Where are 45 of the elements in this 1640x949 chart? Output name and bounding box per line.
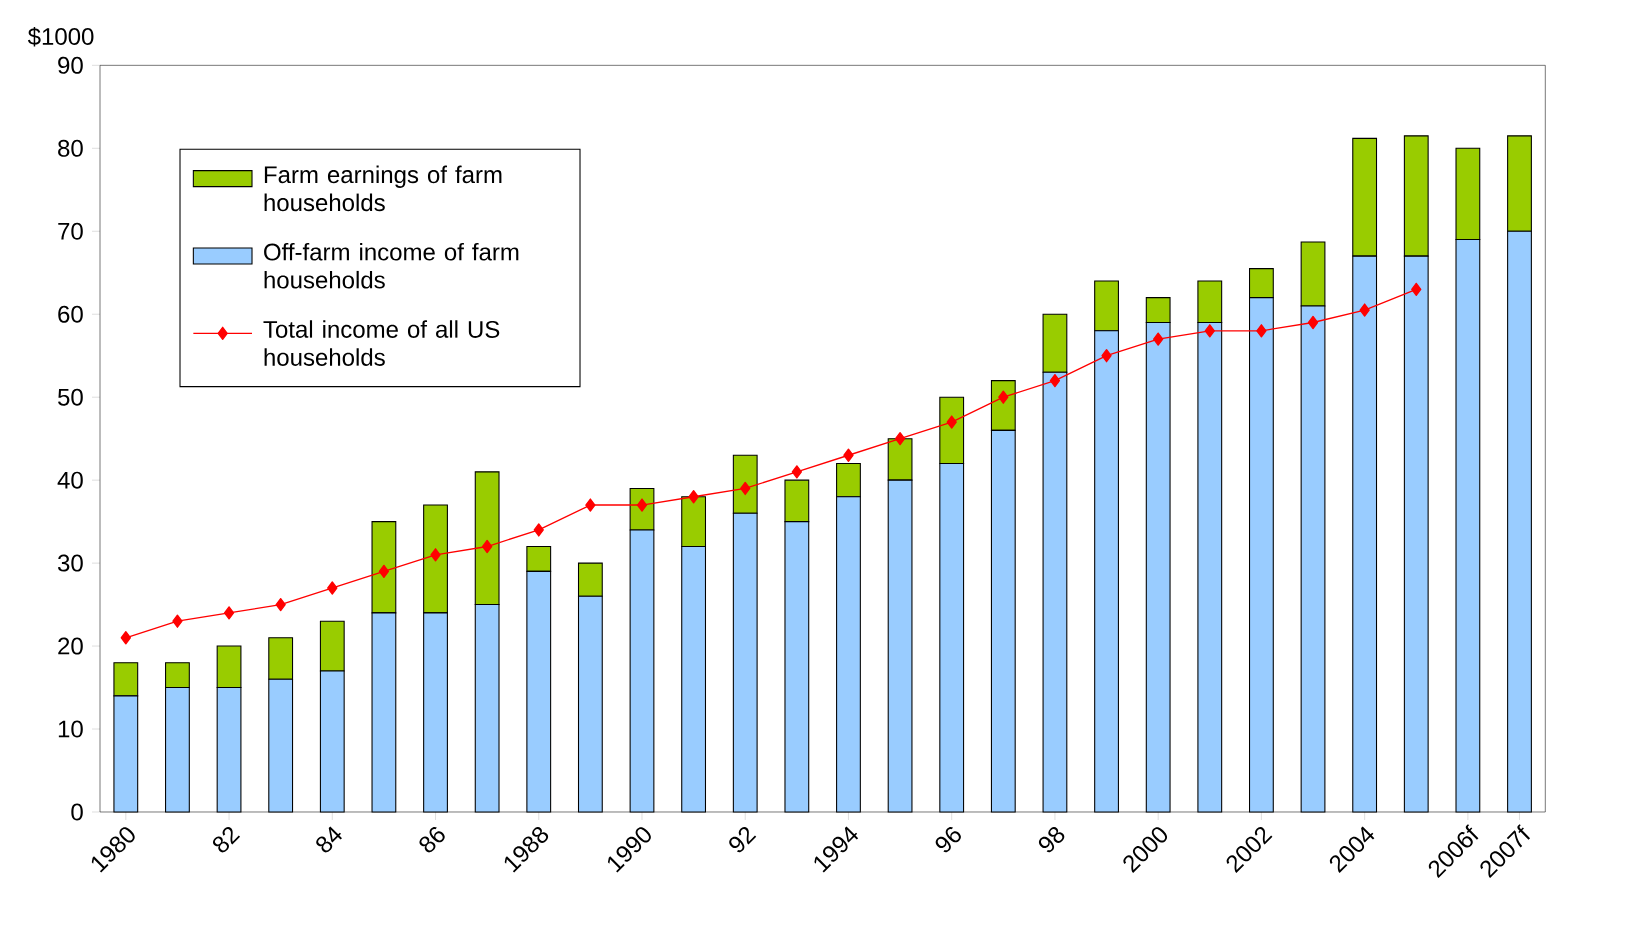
x-tick-label: 86 [419,826,445,853]
point [843,448,854,462]
point [120,630,131,645]
point [1307,315,1319,330]
point [1204,323,1215,338]
point [327,581,338,595]
y-tick-label: 0 [71,803,83,821]
point [740,481,751,495]
point [1359,303,1370,317]
point [791,465,803,479]
x-tick-label: 92 [729,826,757,853]
y-tick-label: 90 [58,56,83,74]
point [998,390,1009,404]
legend-label: Total income of all US households [263,320,500,366]
legend-label: Off-farm income of farm households [264,242,519,289]
point [533,523,544,537]
point [1411,282,1422,296]
point [1256,323,1267,338]
point [481,539,493,554]
point [430,547,441,562]
y-axis-title: $1000 [27,26,94,47]
x-tick-label: 96 [935,826,961,853]
point [894,431,906,446]
y-tick-label: 60 [58,305,83,323]
point [946,415,957,429]
x-tick-label: 98 [1038,826,1065,853]
y-tick-label: 50 [58,388,83,406]
point [585,498,596,512]
y-tick-label: 30 [57,554,83,572]
y-tick-label: 10 [58,720,83,738]
point [688,489,699,504]
point [223,606,235,620]
point [1049,373,1061,388]
y-tick-label: 20 [58,637,83,655]
x-tick-label: 84 [316,826,342,853]
legend-label: Farm earnings of farm households [264,165,502,212]
point [1101,348,1112,363]
y-tick-label: 40 [57,471,83,489]
point [1153,332,1164,346]
x-tick-label: 82 [212,826,241,853]
y-tick-label: 80 [58,139,83,157]
point [172,614,183,628]
y-tick-label: 70 [58,222,83,240]
point [275,597,286,612]
point [378,564,390,578]
